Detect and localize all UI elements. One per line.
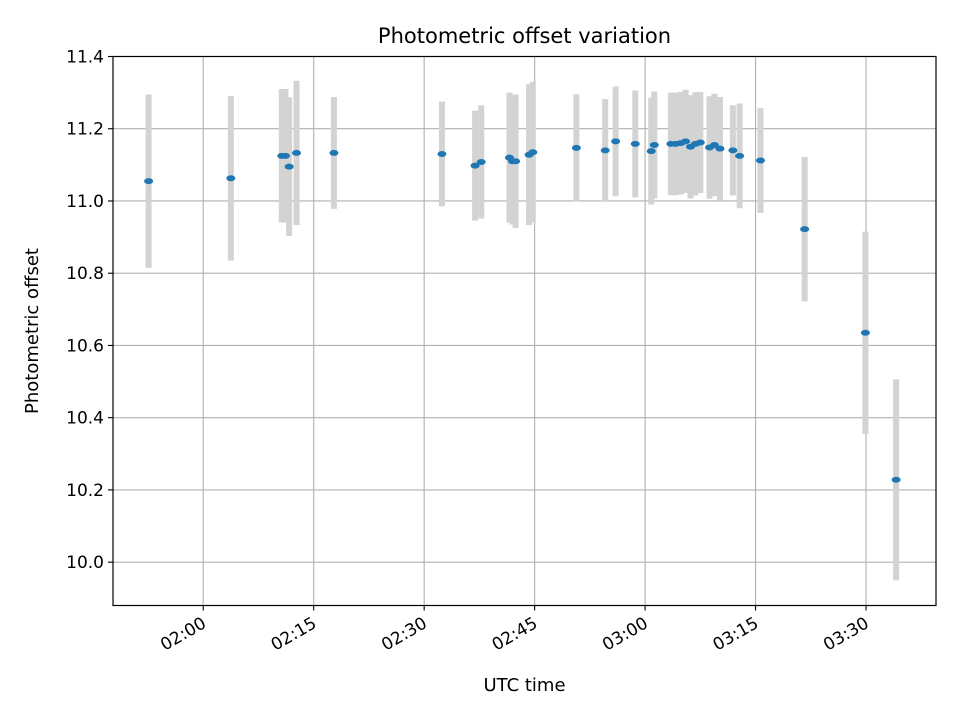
data-point — [611, 138, 621, 145]
data-point — [891, 476, 901, 483]
data-point — [329, 149, 339, 156]
y-tick-label: 11.0 — [66, 192, 104, 212]
data-point — [695, 139, 705, 146]
data-point — [800, 226, 810, 233]
data-point — [292, 149, 302, 156]
data-point — [681, 138, 691, 145]
y-axis-label: Photometric offset — [22, 248, 43, 414]
data-point — [476, 158, 486, 165]
data-point — [715, 145, 725, 152]
data-point — [600, 147, 610, 154]
y-tick-label: 10.2 — [66, 481, 104, 501]
x-axis-label: UTC time — [483, 675, 565, 696]
y-axis-ticks: 10.0 10.2 10.4 10.6 10.8 11.0 11.2 11.4 — [66, 48, 113, 573]
data-point — [437, 151, 447, 158]
data-point — [280, 152, 290, 159]
data-point — [735, 152, 745, 159]
chart-title: Photometric offset variation — [378, 24, 671, 48]
data-point — [470, 162, 480, 169]
data-point — [528, 149, 538, 156]
data-point — [755, 157, 765, 164]
y-tick-label: 10.0 — [66, 553, 104, 573]
data-point — [709, 141, 719, 148]
data-point — [144, 178, 154, 185]
y-tick-label: 10.4 — [66, 409, 104, 429]
data-point — [860, 329, 870, 336]
y-tick-label: 11.2 — [66, 120, 104, 140]
y-tick-label: 10.8 — [66, 264, 104, 284]
y-tick-label: 10.6 — [66, 336, 104, 356]
data-point — [728, 147, 738, 154]
data-point — [511, 158, 521, 165]
y-tick-label: 11.4 — [66, 48, 104, 68]
data-point — [649, 141, 659, 148]
data-points — [144, 138, 901, 483]
data-point — [630, 140, 640, 147]
plot-frame — [112, 55, 937, 607]
data-point — [226, 175, 236, 182]
data-point — [284, 163, 294, 170]
data-point — [646, 148, 656, 155]
data-point — [571, 144, 581, 151]
